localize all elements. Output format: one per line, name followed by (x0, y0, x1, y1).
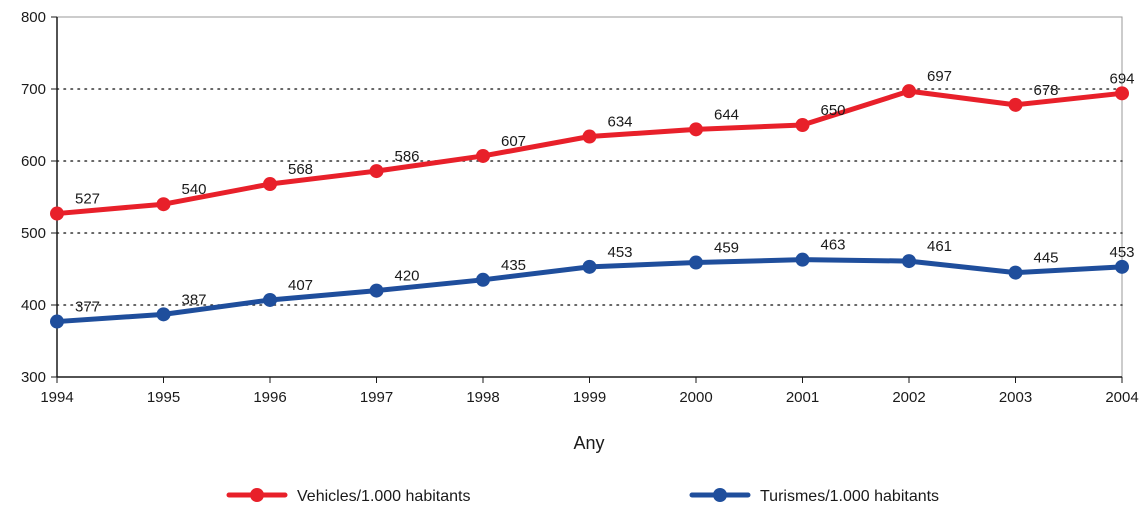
data-label: 453 (1109, 244, 1134, 261)
data-label: 644 (714, 106, 739, 123)
legend-marker-2 (713, 488, 727, 502)
data-label: 463 (821, 237, 846, 254)
legend-marker-1 (250, 488, 264, 502)
x-tick-label: 1995 (147, 389, 180, 406)
data-label: 445 (1034, 250, 1059, 267)
data-label: 377 (75, 299, 100, 316)
plot-area-border (56, 16, 1123, 378)
x-tick-label: 1994 (40, 389, 73, 406)
x-tick-label: 2002 (892, 389, 925, 406)
data-label: 527 (75, 191, 100, 208)
data-point (795, 118, 810, 132)
series-line-1 (54, 88, 1125, 217)
data-point (156, 197, 171, 212)
data-label: 459 (714, 240, 739, 257)
axes: 300 400 500 600 700 800 1994 1995 1996 1997 1998 19… (21, 9, 1139, 406)
x-tick-label: 1999 (573, 389, 606, 406)
data-point (1115, 86, 1129, 101)
x-tick-label: 1998 (466, 389, 499, 406)
data-point (156, 307, 171, 322)
y-tick-label: 300 (21, 369, 46, 386)
data-label: 461 (927, 238, 952, 255)
data-point (1115, 259, 1129, 274)
data-label: 407 (288, 277, 313, 294)
data-point (689, 122, 703, 137)
y-tick-label: 600 (21, 153, 46, 170)
data-point (50, 206, 64, 221)
data-label: 387 (182, 291, 207, 308)
x-tick-label: 2000 (679, 389, 712, 406)
x-tick-label: 2003 (999, 389, 1032, 406)
data-point (50, 314, 64, 329)
legend-label-2: Turismes/1.000 habitants (760, 488, 939, 505)
data-point (263, 292, 277, 307)
data-label: 435 (501, 257, 526, 274)
y-tick-label: 700 (21, 81, 46, 98)
data-label: 607 (501, 133, 526, 150)
legend-label-1: Vehicles/1.000 habitants (297, 488, 470, 505)
data-point (476, 272, 490, 287)
data-point (582, 259, 597, 274)
data-label: 568 (288, 161, 313, 178)
data-point (689, 255, 703, 270)
y-tick-label: 400 (21, 297, 46, 314)
legend: Vehicles/1.000 habitants Turismes/1.000 h… (226, 488, 939, 505)
data-point (263, 177, 277, 192)
data-label: 697 (927, 68, 952, 85)
y-tick-label: 800 (21, 9, 46, 26)
data-point (902, 254, 916, 269)
data-point (1008, 265, 1023, 280)
data-label: 420 (395, 268, 420, 285)
x-tick-label: 2004 (1105, 389, 1138, 406)
data-point (369, 283, 384, 298)
gridlines (56, 88, 1123, 306)
data-label: 678 (1034, 82, 1059, 99)
y-tick-label: 500 (21, 225, 46, 242)
data-point (902, 84, 916, 99)
data-point (795, 252, 810, 267)
data-label: 694 (1109, 70, 1134, 87)
data-point (1008, 97, 1023, 112)
x-tick-label: 1997 (360, 389, 393, 406)
x-tick-label: 1996 (253, 389, 286, 406)
data-label: 650 (821, 102, 846, 119)
data-point (476, 148, 490, 163)
data-point (582, 129, 597, 144)
data-point (369, 164, 384, 179)
data-labels: 527 540 568 586 607 634 644 650 697 678 694 377 387 4… (75, 68, 1135, 315)
x-tick-label: 2001 (786, 389, 819, 406)
series-group (50, 84, 1129, 329)
data-label: 540 (182, 181, 207, 198)
x-axis-title: Any (573, 433, 604, 453)
data-label: 453 (608, 244, 633, 261)
data-label: 634 (608, 114, 633, 131)
data-label: 586 (395, 148, 420, 165)
